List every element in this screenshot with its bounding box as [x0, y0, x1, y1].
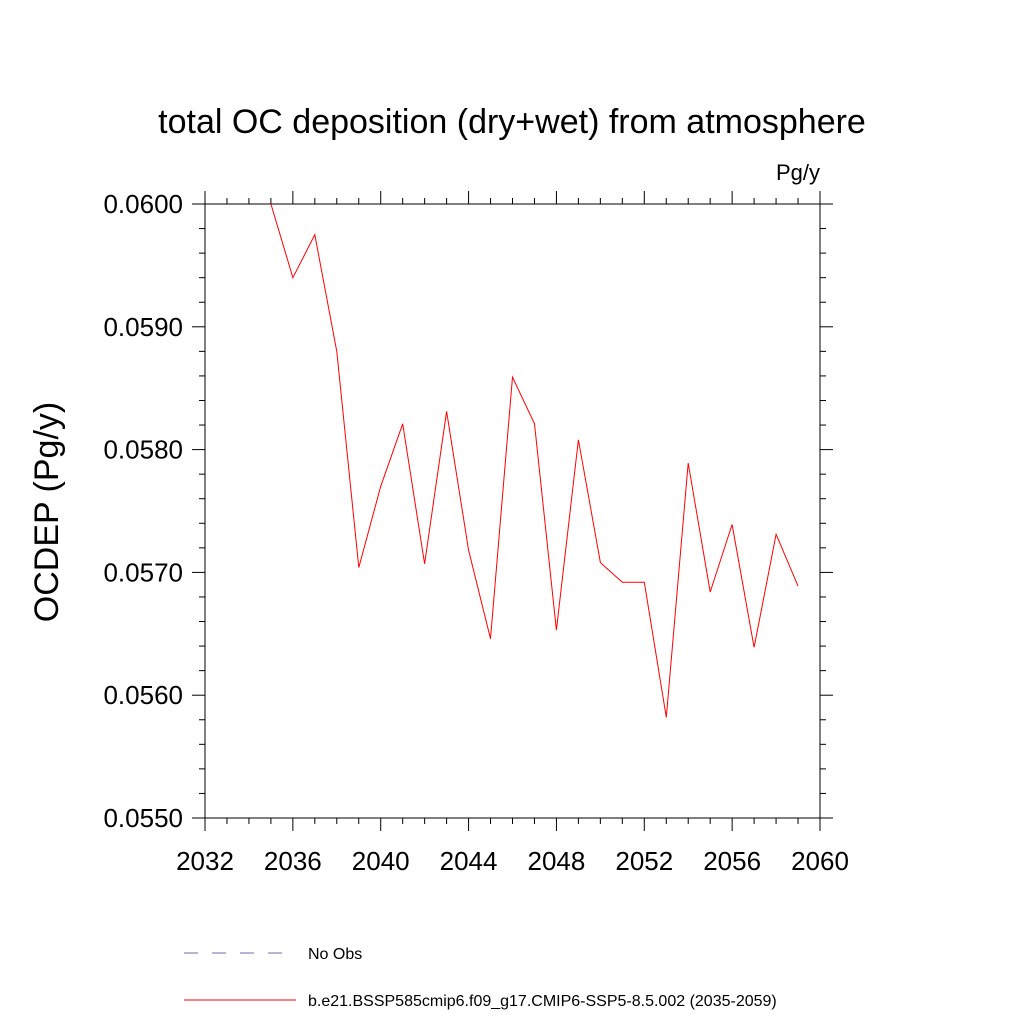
y-tick-label: 0.0600 [103, 189, 183, 219]
y-tick-label: 0.0550 [103, 803, 183, 833]
x-tick-label: 2048 [528, 846, 586, 876]
x-tick-label: 2052 [615, 846, 673, 876]
legend-label: No Obs [308, 946, 362, 963]
x-tick-label: 2056 [703, 846, 761, 876]
x-tick-label: 2040 [352, 846, 410, 876]
legend: No Obs b.e21.BSSP585cmip6.f09_g17.CMIP6-S… [184, 946, 777, 1010]
x-tick-label: 2044 [440, 846, 498, 876]
y-tick-label: 0.0570 [103, 557, 183, 587]
x-tick-label: 2036 [264, 846, 322, 876]
series-line [270, 203, 799, 718]
y-tick-label: 0.0560 [103, 680, 183, 710]
plot-frame [204, 203, 821, 819]
x-tick-label: 2032 [176, 846, 234, 876]
units-label: Pg/y [776, 160, 820, 185]
axis-ticks: 2032 2036 2040 2044 2048 2052 2056 2060 0.0550 0.… [103, 189, 848, 876]
legend-label: b.e21.BSSP585cmip6.f09_g17.CMIP6-SSP5-8.… [308, 993, 777, 1010]
y-axis-label: OCDEP (Pg/y) [28, 402, 66, 622]
y-tick-label: 0.0580 [103, 435, 183, 465]
series-layer [270, 203, 799, 718]
x-tick-label: 2060 [791, 846, 849, 876]
chart-title: total OC deposition (dry+wet) from atmos… [158, 103, 866, 141]
y-tick-label: 0.0590 [103, 312, 183, 342]
